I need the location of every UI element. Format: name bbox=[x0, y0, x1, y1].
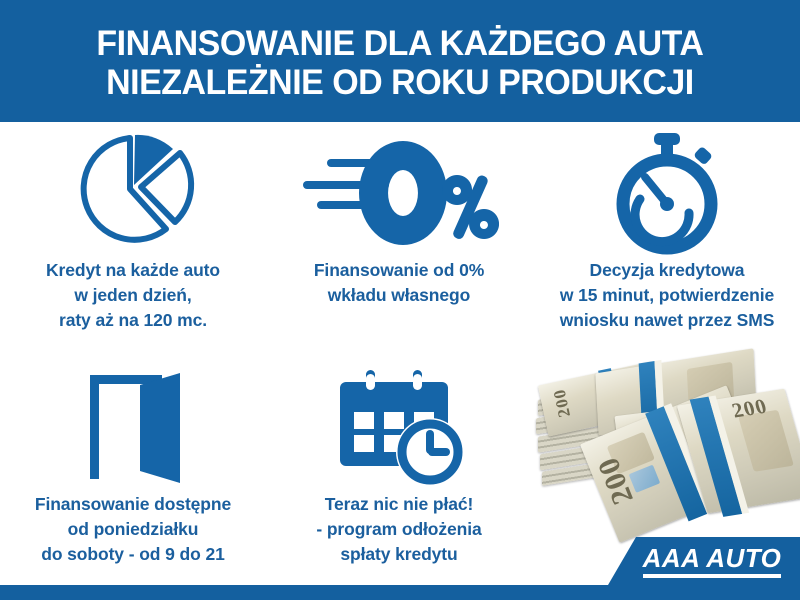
feature-item-credit: Kredyt na każde auto w jeden dzień, raty… bbox=[0, 128, 266, 360]
logo-text: AAA AUTO bbox=[642, 542, 782, 573]
open-door-icon bbox=[0, 362, 266, 492]
stopwatch-icon bbox=[534, 128, 800, 258]
header-title-line1: FINANSOWANIE DLA KAŻDEGO AUTA bbox=[96, 23, 704, 63]
header-title-line2: NIEZALEŻNIE OD ROKU PRODUKCJI bbox=[106, 63, 694, 102]
feature-caption-opening-hours: Finansowanie dostępne od poniedziałku do… bbox=[34, 494, 232, 564]
zero-percent-icon bbox=[266, 128, 532, 258]
pie-chart-icon bbox=[0, 128, 266, 258]
feature-grid: Kredyt na każde auto w jeden dzień, raty… bbox=[0, 122, 800, 600]
bottom-bar bbox=[0, 585, 800, 600]
feature-item-deferred-payment: Teraz nic nie płać! - program odłożenia … bbox=[266, 362, 532, 600]
feature-item-zero-percent: Finansowanie od 0% wkładu własnego bbox=[266, 128, 532, 360]
logo-underline bbox=[642, 573, 782, 578]
calendar-clock-icon bbox=[266, 362, 532, 492]
money-denomination: 200 bbox=[549, 387, 575, 419]
feature-caption-decision-time: Decyzja kredytowa w 15 minut, potwierdze… bbox=[559, 260, 775, 330]
logo-inner: AAA AUTO bbox=[627, 545, 782, 578]
aaa-auto-logo[interactable]: AAA AUTO bbox=[608, 537, 800, 585]
banknote-stacks-image: 200 200 200 bbox=[520, 348, 800, 543]
feature-caption-deferred-payment: Teraz nic nie płać! - program odłożenia … bbox=[316, 494, 482, 564]
feature-caption-credit: Kredyt na każde auto w jeden dzień, raty… bbox=[45, 260, 221, 330]
feature-item-decision-time: Decyzja kredytowa w 15 minut, potwierdze… bbox=[534, 128, 800, 360]
feature-caption-zero-percent: Finansowanie od 0% wkładu własnego bbox=[313, 260, 485, 305]
money-illustration: 200 200 200 bbox=[520, 348, 800, 543]
header-banner: FINANSOWANIE DLA KAŻDEGO AUTA NIEZALEŻNI… bbox=[0, 0, 800, 122]
feature-item-opening-hours: Finansowanie dostępne od poniedziałku do… bbox=[0, 362, 266, 600]
